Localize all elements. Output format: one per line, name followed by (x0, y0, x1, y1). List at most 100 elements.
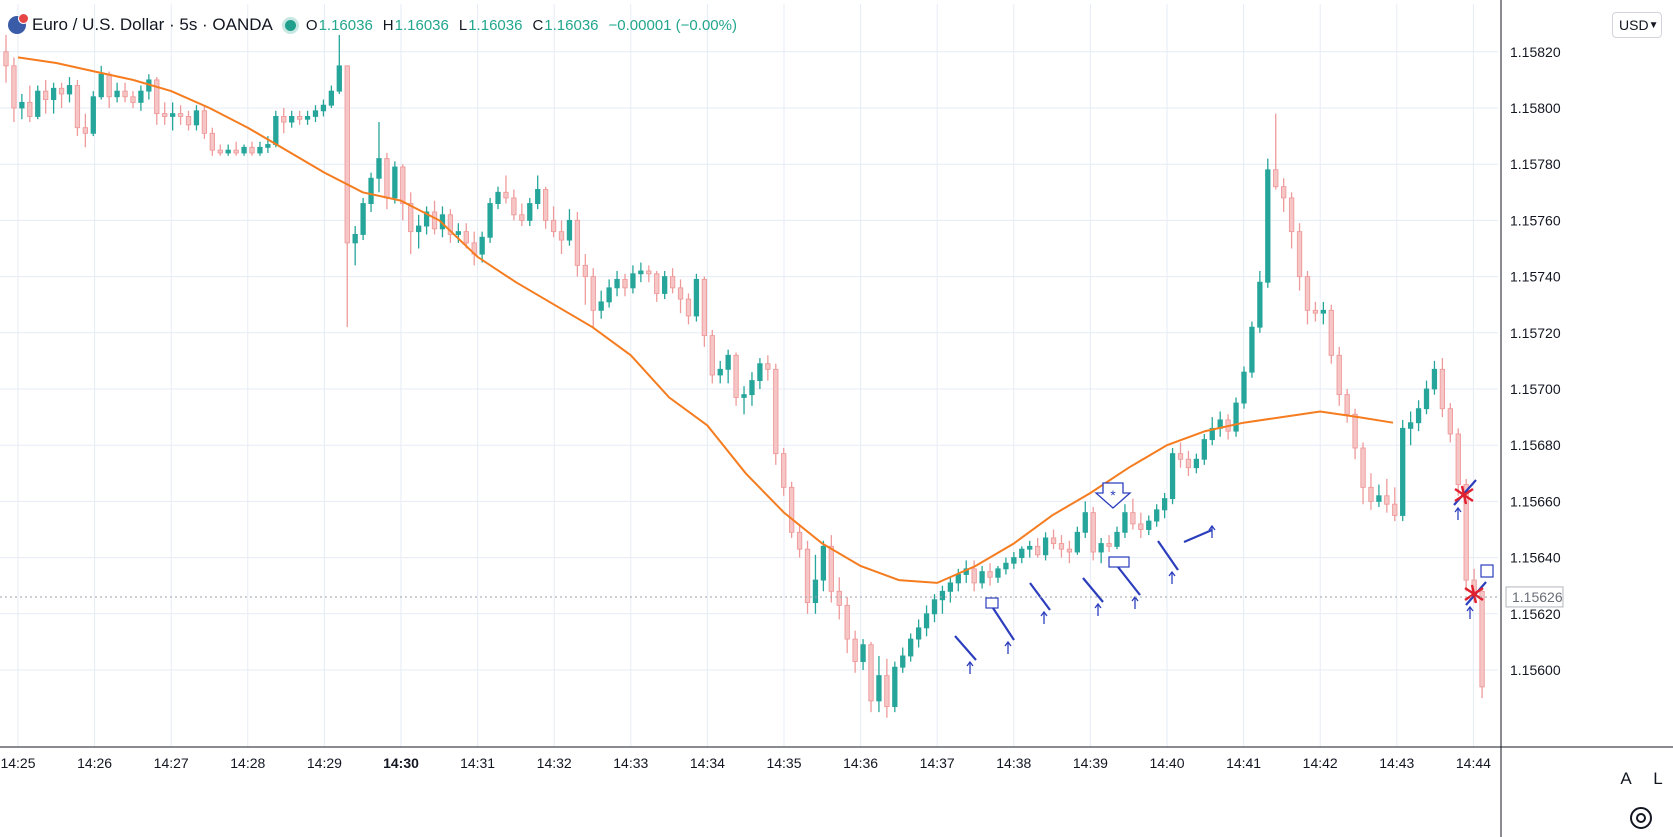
candle-down (1352, 413, 1358, 449)
candle-up (1098, 543, 1104, 553)
candle-down (773, 368, 779, 455)
candle-down (884, 675, 890, 707)
candle-up (749, 380, 755, 396)
candle-down (217, 149, 223, 154)
x-tick-label: 14:32 (537, 755, 572, 771)
symbol-header: Euro / U.S. Dollar · 5s · OANDA O 1.16036… (8, 10, 747, 40)
candle-up (820, 545, 827, 581)
x-tick-label: 14:39 (1073, 755, 1108, 771)
x-tick-label: 14:35 (766, 755, 801, 771)
candle-down (1281, 186, 1287, 199)
annotation-line (1183, 528, 1213, 544)
candle-down (1479, 590, 1485, 688)
candle-up (1169, 453, 1176, 500)
candle-up (662, 276, 668, 294)
candle-up (455, 231, 461, 235)
annotation-line (1082, 577, 1104, 603)
candle-up (1201, 439, 1207, 460)
candle-down (836, 590, 842, 606)
candle-up (725, 354, 731, 370)
red-cross-icon (1470, 584, 1478, 604)
x-tick-label: 14:33 (613, 755, 648, 771)
candle-down (162, 113, 168, 117)
candle-down (1035, 545, 1041, 556)
candle-down (669, 276, 676, 289)
candle-up (138, 90, 144, 103)
candle-down (1447, 408, 1453, 435)
candle-down (1304, 276, 1311, 311)
candle-up (479, 236, 485, 255)
candle-up (1019, 548, 1025, 559)
y-tick-label: 1.15620 (1510, 606, 1561, 622)
candle-down (765, 363, 771, 370)
x-tick-label: 14:34 (690, 755, 725, 771)
candle-up (598, 301, 604, 311)
candle-up (360, 203, 366, 235)
candle-up (50, 87, 57, 101)
candle-up (423, 211, 430, 227)
candle-up (1423, 388, 1430, 410)
candle-up (923, 613, 930, 629)
candle-up (638, 270, 644, 275)
x-tick-label: 14:36 (843, 755, 878, 771)
symbol-title[interactable]: Euro / U.S. Dollar · 5s · OANDA (32, 15, 273, 34)
candle-up (931, 599, 938, 615)
candle-down (3, 51, 9, 67)
auto-scale-button[interactable]: A (1620, 769, 1632, 788)
candle-up (900, 655, 906, 668)
candle-up (336, 65, 342, 92)
candle-down (709, 335, 715, 376)
chevron-down-icon: ▼ (1648, 19, 1659, 31)
candle-up (1003, 562, 1009, 570)
candle-up (114, 90, 120, 98)
candle-up (812, 579, 819, 604)
candle-down (788, 486, 795, 533)
candle-down (1066, 548, 1073, 553)
candle-down (43, 90, 49, 101)
candle-up (630, 273, 636, 289)
x-tick-label: 14:28 (230, 755, 265, 771)
high-value: 1.16036 (394, 16, 449, 34)
candle-down (447, 214, 454, 235)
y-tick-label: 1.15720 (1510, 325, 1561, 341)
x-tick-label: 14:25 (0, 755, 35, 771)
annotation-line (992, 607, 1015, 641)
candle-up (265, 144, 271, 148)
annotation-box (1480, 564, 1494, 578)
candle-up (273, 115, 279, 145)
candle-down (1288, 197, 1295, 233)
candle-up (352, 233, 358, 244)
currency-select[interactable]: USD ▼ (1612, 12, 1662, 38)
candle-down (971, 568, 977, 584)
candle-up (1376, 495, 1382, 502)
candle-up (416, 225, 422, 233)
x-tick-label: 14:26 (77, 755, 112, 771)
candle-up (328, 90, 335, 106)
annotation-box (1108, 556, 1130, 568)
candle-down (281, 115, 287, 123)
y-tick-label: 1.15680 (1510, 437, 1561, 453)
candle-up (955, 574, 961, 584)
candle-down (384, 158, 390, 199)
candle-down (685, 298, 692, 317)
annotation-arrow-head (1094, 602, 1102, 609)
candle-down (1368, 486, 1374, 502)
close-label: C (532, 16, 544, 34)
log-scale-button[interactable]: L (1653, 769, 1663, 788)
candle-down (701, 278, 708, 337)
candle-down (1138, 523, 1144, 530)
last-price-badge (1505, 586, 1564, 608)
x-tick-label: 14:37 (920, 755, 955, 771)
x-tick-label: 14:43 (1379, 755, 1414, 771)
x-tick-label: 14:29 (307, 755, 342, 771)
settings-icon[interactable] (1630, 807, 1652, 829)
candle-up (1320, 309, 1326, 314)
candle-up (312, 110, 319, 117)
candle-up (947, 582, 954, 592)
candle-up (566, 219, 573, 241)
annotation-arrow-head (966, 660, 974, 667)
last-price-label: 1.15626 (1512, 589, 1563, 605)
y-tick-label: 1.15640 (1510, 550, 1561, 566)
candle-up (1122, 512, 1128, 533)
